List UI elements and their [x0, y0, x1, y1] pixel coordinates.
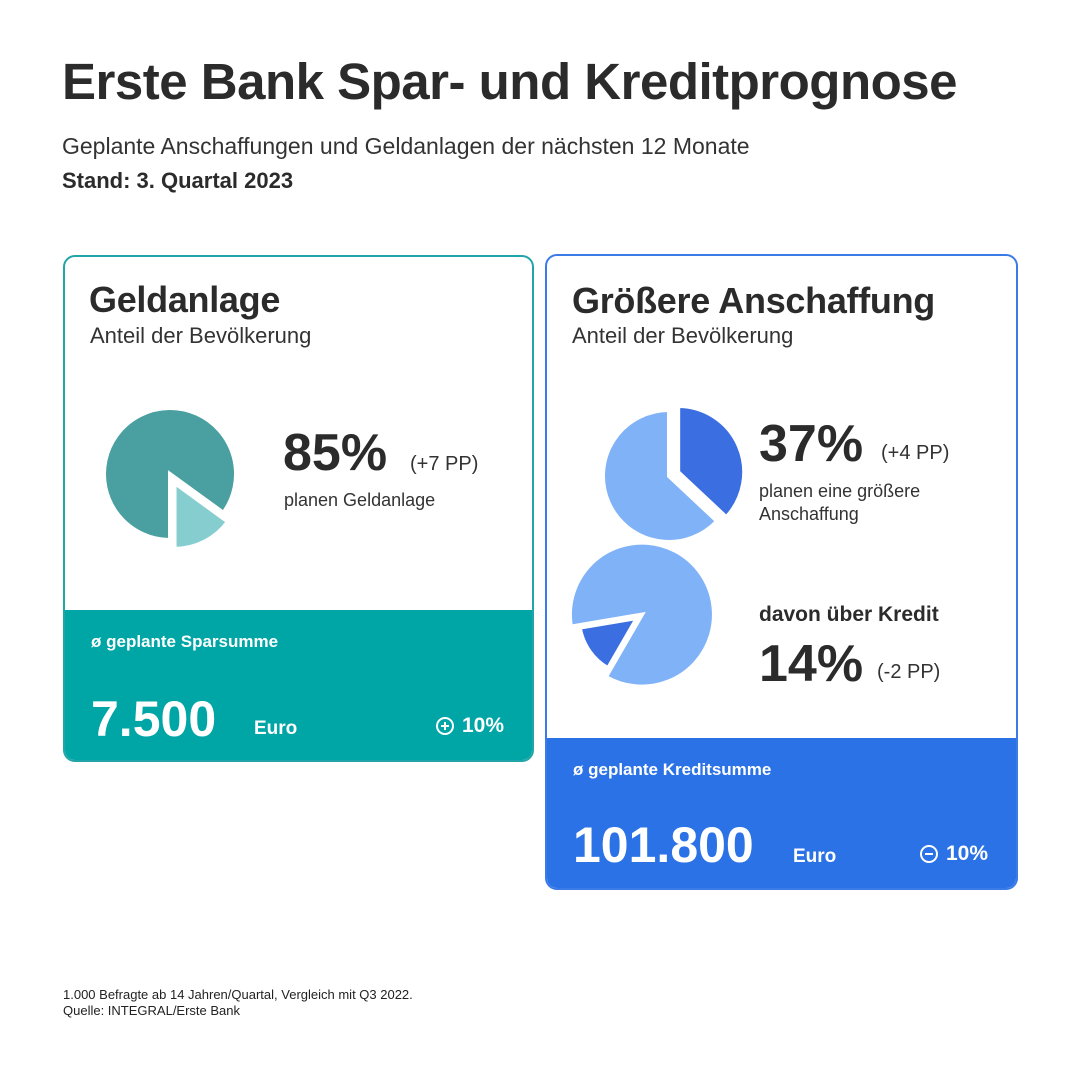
card-subtitle-geldanlage: Anteil der Bevölkerung — [90, 323, 312, 348]
pie-slice-pie-left-0 — [102, 406, 238, 543]
footnote-line2: Quelle: INTEGRAL/Erste Bank — [63, 1003, 241, 1018]
card-title-geldanlage: Geldanlage — [89, 279, 281, 320]
card-title-anschaffung: Größere Anschaffung — [572, 280, 936, 321]
pie-slice-pie-right-0 — [676, 404, 747, 521]
geldanlage-description: planen Geldanlage — [284, 490, 436, 510]
geldanlage-card: Geldanlage Anteil der Bevölkerung 85% (+… — [63, 255, 534, 762]
sparsumme-change-value: 10% — [461, 714, 504, 737]
page-title: Erste Bank Spar- und Kreditprognose — [62, 53, 957, 110]
kreditsumme-unit: Euro — [793, 846, 837, 867]
sparsumme-label: ø geplante Sparsumme — [91, 632, 279, 651]
sparsumme-unit: Euro — [254, 718, 298, 739]
geldanlage-change: (+7 PP) — [410, 453, 479, 475]
geldanlage-value: 85% — [283, 424, 388, 482]
pie-slice-pie-left-1 — [172, 478, 231, 551]
anschaffung-change: (+4 PP) — [881, 442, 950, 464]
kreditsumme-change: 10% — [919, 842, 988, 866]
kredit-label: davon über Kredit — [759, 603, 939, 626]
pie-chart-anschaffung — [601, 404, 747, 544]
pie-slice-pie-credit-1 — [567, 540, 716, 689]
kreditsumme-label: ø geplante Kreditsumme — [573, 760, 772, 779]
pie-chart-kredit — [567, 540, 716, 689]
pie-slice-pie-right-1 — [601, 407, 720, 544]
kreditsumme-band: ø geplante Kreditsumme 101.800 Euro 10% — [547, 738, 1016, 888]
footnote-line1: 1.000 Befragte ab 14 Jahren/Quartal, Ver… — [63, 987, 413, 1002]
page-subtitle: Geplante Anschaffungen und Geldanlagen d… — [62, 133, 750, 159]
minus-circle-icon — [919, 845, 938, 863]
stand-date: Stand: 3. Quartal 2023 — [62, 168, 294, 193]
card-subtitle-anschaffung: Anteil der Bevölkerung — [572, 323, 794, 348]
anschaffung-value: 37% — [759, 415, 864, 473]
sparsumme-value: 7.500 — [91, 691, 217, 747]
pie-slice-pie-credit-0 — [577, 615, 641, 671]
footnote: 1.000 Befragte ab 14 Jahren/Quartal, Ver… — [63, 987, 413, 1019]
kredit-value: 14% — [759, 635, 864, 693]
pie-chart-geldanlage — [102, 406, 238, 551]
kredit-change: (-2 PP) — [877, 661, 941, 683]
anschaffung-card: Größere Anschaffung Anteil der Bevölkeru… — [545, 254, 1018, 890]
plus-circle-icon — [435, 717, 454, 735]
anschaffung-description: planen eine größere Anschaffung — [759, 480, 920, 526]
anschaffung-description-line2: Anschaffung — [759, 504, 859, 524]
kreditsumme-change-value: 10% — [945, 842, 988, 865]
anschaffung-description-line1: planen eine größere — [759, 481, 921, 501]
sparsumme-change: 10% — [435, 714, 504, 738]
kreditsumme-value: 101.800 — [573, 817, 754, 873]
sparsumme-band: ø geplante Sparsumme 7.500 Euro 10% — [65, 610, 532, 760]
